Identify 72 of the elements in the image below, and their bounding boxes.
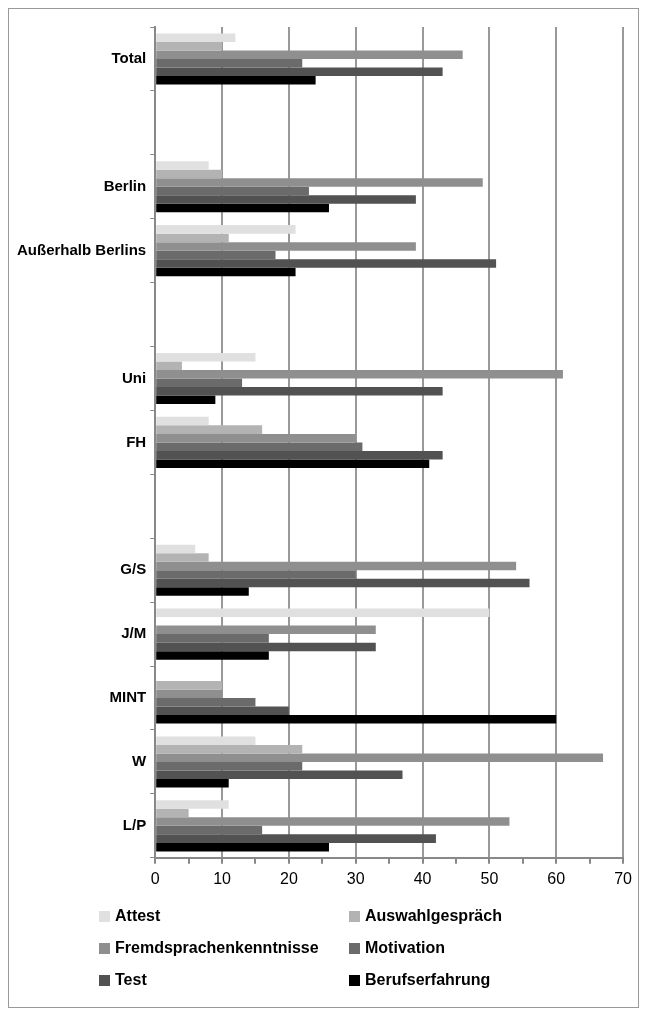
bar	[156, 450, 443, 460]
bar	[156, 267, 296, 277]
bar	[156, 736, 256, 745]
y-tick-label: J/M	[121, 624, 147, 642]
y-tick-label: FH	[126, 432, 147, 450]
bar	[156, 250, 276, 260]
bar	[156, 744, 303, 754]
bar	[156, 378, 243, 388]
bar	[156, 587, 249, 596]
legend-label: Auswahlgespräch	[365, 907, 502, 925]
y-tick-label: L/P	[122, 815, 147, 833]
bar	[156, 761, 303, 771]
bar	[156, 578, 530, 588]
bar	[156, 169, 223, 179]
bar	[156, 459, 430, 468]
bar	[156, 203, 329, 213]
bar	[156, 425, 263, 434]
bar	[156, 233, 229, 243]
bar	[156, 416, 209, 426]
y-tick-label: Berlin	[103, 176, 147, 194]
bar	[156, 387, 443, 396]
bar	[156, 186, 309, 196]
x-tick-label: 0	[150, 869, 160, 887]
legend-label: Attest	[115, 907, 161, 925]
x-tick-label: 50	[480, 869, 499, 887]
bar	[156, 161, 209, 170]
bar	[156, 770, 403, 779]
y-tick-label: W	[132, 752, 148, 770]
bar	[156, 41, 223, 51]
bar	[156, 634, 269, 643]
bar	[156, 395, 216, 405]
bar	[156, 834, 436, 843]
bar	[156, 361, 182, 370]
y-tick-label: Außerhalb Berlins	[16, 240, 147, 258]
bar	[156, 553, 209, 562]
legend-label: Berufserfahrung	[365, 971, 491, 989]
bar	[156, 715, 557, 724]
bar	[156, 706, 289, 716]
bar	[156, 651, 269, 660]
bar	[156, 570, 356, 579]
bar	[156, 642, 376, 652]
y-tick-label: Total	[111, 49, 147, 67]
bar	[156, 680, 223, 690]
y-tick-label: G/S	[120, 560, 147, 578]
bar	[156, 544, 196, 554]
bar	[156, 225, 296, 234]
bar	[156, 842, 329, 852]
bar	[156, 58, 303, 68]
y-tick-label: Uni	[122, 368, 147, 386]
legend-label: Motivation	[365, 939, 445, 957]
bar	[156, 67, 443, 76]
bar	[156, 195, 416, 204]
x-tick-label: 20	[279, 869, 298, 887]
bar	[156, 352, 256, 362]
x-tick-label: 70	[614, 869, 633, 887]
bar	[156, 698, 256, 707]
legend-label: Fremdsprachenkenntnisse	[115, 939, 319, 957]
bar	[156, 808, 189, 818]
legend-label: Test	[115, 971, 147, 989]
bar	[156, 800, 229, 809]
x-tick-label: 30	[346, 869, 365, 887]
y-tick-label: MINT	[109, 688, 147, 706]
x-tick-label: 40	[413, 869, 432, 887]
bar	[156, 33, 236, 42]
x-tick-label: 60	[547, 869, 566, 887]
x-tick-label: 10	[213, 869, 232, 887]
bar	[156, 608, 490, 618]
bar	[156, 778, 229, 788]
bar	[156, 76, 316, 85]
bar	[156, 259, 497, 268]
bar	[156, 825, 263, 835]
bar	[156, 442, 363, 451]
